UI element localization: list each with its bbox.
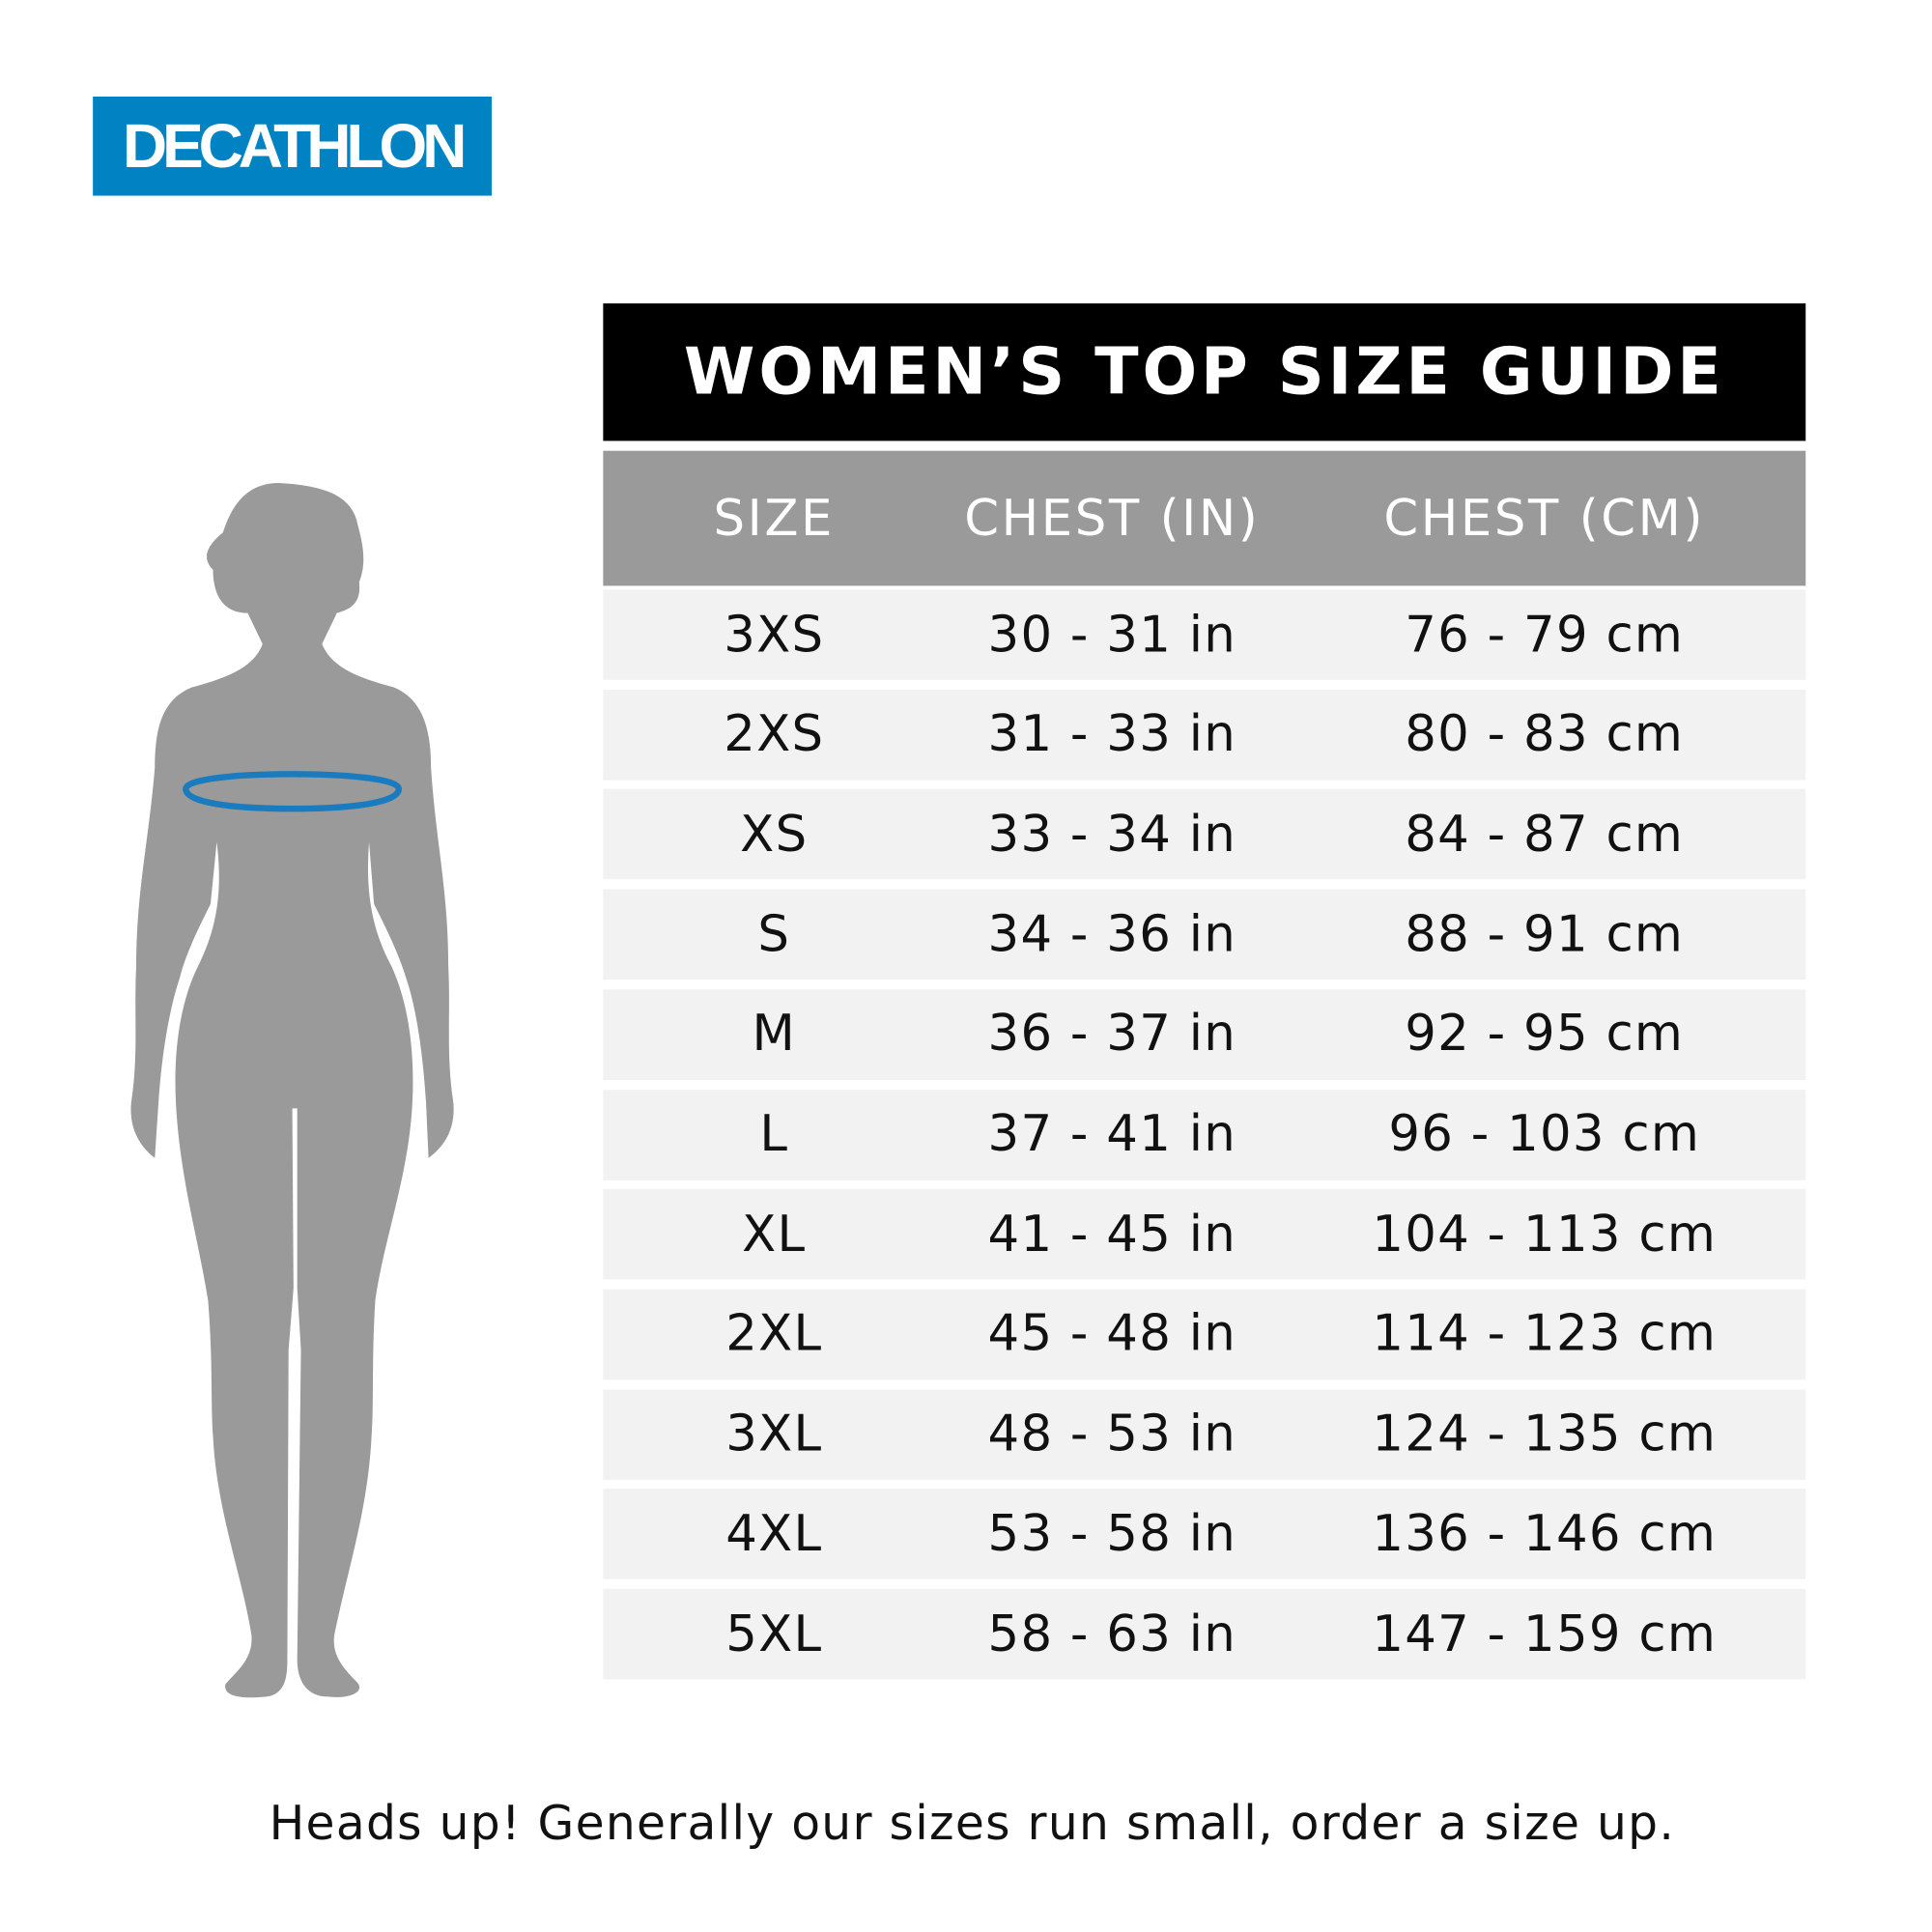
cell-chest-in: 53 - 58 in [987,1505,1237,1563]
table-row: 3XL 48 - 53 in 124 - 135 cm [603,1388,1806,1480]
cell-size: XL [742,1206,807,1264]
table-row: 3XS 30 - 31 in 76 - 79 cm [603,589,1806,680]
cell-size: XS [740,806,809,864]
cell-chest-cm: 80 - 83 cm [1405,706,1685,763]
cell-size: 4XL [725,1505,823,1563]
cell-chest-cm: 76 - 79 cm [1405,606,1685,664]
cell-chest-in: 48 - 53 in [987,1406,1237,1463]
cell-size: 3XL [725,1406,823,1463]
cell-size: 2XS [724,706,825,763]
cell-size: S [757,905,791,963]
logo-text: DECATHLON [122,111,468,182]
cell-size: M [752,1006,797,1064]
cell-chest-cm: 84 - 87 cm [1405,806,1685,864]
cell-chest-cm: 114 - 123 cm [1372,1305,1718,1363]
cell-size: 5XL [725,1605,823,1663]
table-row: 2XL 45 - 48 in 114 - 123 cm [603,1289,1806,1380]
header-size: SIZE [713,490,836,548]
cell-chest-in: 37 - 41 in [987,1105,1237,1163]
cell-size: 3XS [724,606,825,664]
table-row: 4XL 53 - 58 in 136 - 146 cm [603,1489,1806,1579]
header-chest-cm: CHEST (CM) [1383,490,1706,548]
table-row: 2XS 31 - 33 in 80 - 83 cm [603,689,1806,781]
cell-chest-cm: 104 - 113 cm [1372,1206,1718,1264]
cell-size: 2XL [725,1305,823,1363]
page-title: WOMEN’S TOP SIZE GUIDE [603,303,1806,441]
table-header: SIZE CHEST (IN) CHEST (CM) [603,450,1806,586]
table-row: XS 33 - 34 in 84 - 87 cm [603,789,1806,880]
cell-chest-cm: 88 - 91 cm [1405,905,1685,963]
cell-chest-in: 31 - 33 in [987,706,1237,763]
female-silhouette-chest-measure-icon [130,482,454,1698]
cell-chest-in: 33 - 34 in [987,806,1237,864]
decathlon-logo: DECATHLON [93,96,492,196]
cell-chest-cm: 147 - 159 cm [1372,1605,1718,1663]
cell-chest-cm: 92 - 95 cm [1405,1006,1685,1064]
table-row: XL 41 - 45 in 104 - 113 cm [603,1189,1806,1280]
cell-chest-in: 36 - 37 in [987,1006,1237,1064]
table-row: S 34 - 36 in 88 - 91 cm [603,889,1806,980]
header-chest-in: CHEST (IN) [964,490,1261,548]
cell-size: L [759,1105,789,1163]
table-row: M 36 - 37 in 92 - 95 cm [603,989,1806,1080]
cell-chest-cm: 96 - 103 cm [1388,1105,1701,1163]
cell-chest-in: 34 - 36 in [987,905,1237,963]
footer-note: Heads up! Generally our sizes run small,… [269,1795,1676,1851]
cell-chest-in: 41 - 45 in [987,1206,1237,1264]
table-row: 5XL 58 - 63 in 147 - 159 cm [603,1588,1806,1680]
cell-chest-in: 30 - 31 in [987,606,1237,664]
cell-chest-in: 58 - 63 in [987,1605,1237,1663]
cell-chest-cm: 124 - 135 cm [1372,1406,1718,1463]
cell-chest-cm: 136 - 146 cm [1372,1505,1718,1563]
table-row: L 37 - 41 in 96 - 103 cm [603,1089,1806,1180]
cell-chest-in: 45 - 48 in [987,1305,1237,1363]
